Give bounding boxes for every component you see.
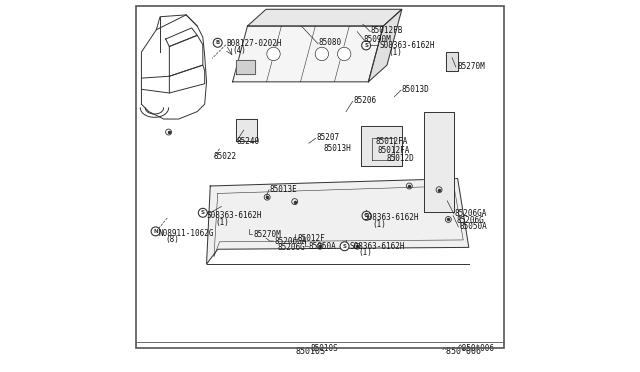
Polygon shape <box>248 9 402 26</box>
Text: 85207: 85207 <box>316 133 339 142</box>
Text: N08911-1062G: N08911-1062G <box>158 229 214 238</box>
Polygon shape <box>361 126 402 166</box>
Text: ^850*006: ^850*006 <box>442 347 481 356</box>
Text: S: S <box>365 213 369 218</box>
Text: 85090M: 85090M <box>364 35 392 44</box>
Text: 85270M: 85270M <box>253 230 281 239</box>
Text: (1): (1) <box>388 48 402 57</box>
Circle shape <box>267 47 280 61</box>
Text: 85012FA: 85012FA <box>376 137 408 146</box>
Text: 85012D: 85012D <box>387 154 415 163</box>
Text: 85013H: 85013H <box>324 144 351 153</box>
Text: 85050A: 85050A <box>309 242 337 251</box>
Text: (1): (1) <box>215 218 229 227</box>
Text: S08363-6162H: S08363-6162H <box>380 41 435 50</box>
Polygon shape <box>236 60 255 74</box>
Text: (1): (1) <box>372 220 386 229</box>
Polygon shape <box>447 52 458 71</box>
Circle shape <box>340 242 349 251</box>
Text: ^850*006: ^850*006 <box>458 344 495 353</box>
Text: S: S <box>201 210 205 215</box>
Polygon shape <box>424 112 454 212</box>
Circle shape <box>362 211 371 220</box>
Text: 85050A: 85050A <box>460 222 487 231</box>
Text: (8): (8) <box>165 235 179 244</box>
Text: S08363-6162H: S08363-6162H <box>349 242 405 251</box>
Text: 85206G: 85206G <box>457 216 484 225</box>
Text: S08363-6162H: S08363-6162H <box>207 211 262 220</box>
Polygon shape <box>236 119 257 141</box>
Text: S08363-6162H: S08363-6162H <box>364 213 419 222</box>
Text: 85012FB: 85012FB <box>370 26 403 35</box>
Text: 85012FA: 85012FA <box>378 146 410 155</box>
Text: S: S <box>364 43 368 48</box>
Text: 85270M: 85270M <box>458 62 485 71</box>
Text: B: B <box>216 40 220 45</box>
Polygon shape <box>369 9 402 82</box>
Circle shape <box>151 227 160 236</box>
Circle shape <box>337 47 351 61</box>
Circle shape <box>362 41 371 50</box>
Circle shape <box>315 47 328 61</box>
Text: 85010S: 85010S <box>296 347 326 356</box>
Text: 85022: 85022 <box>214 152 237 161</box>
Circle shape <box>213 38 222 47</box>
Text: (1): (1) <box>358 248 372 257</box>
Text: 85206: 85206 <box>353 96 376 105</box>
Text: 85206G: 85206G <box>277 243 305 252</box>
Text: 85240: 85240 <box>236 137 259 146</box>
Text: S: S <box>342 244 346 249</box>
Text: 85206GA: 85206GA <box>454 209 487 218</box>
Polygon shape <box>232 26 383 82</box>
Text: 85206GA: 85206GA <box>275 237 307 246</box>
Text: 85013E: 85013E <box>270 185 298 194</box>
Text: N: N <box>153 229 158 234</box>
Text: (4): (4) <box>232 46 246 55</box>
Text: 85013D: 85013D <box>402 85 429 94</box>
Text: B08127-0202H: B08127-0202H <box>227 39 282 48</box>
Polygon shape <box>207 179 468 264</box>
Text: 85012F: 85012F <box>298 234 325 243</box>
Circle shape <box>198 208 207 217</box>
Text: 85010S: 85010S <box>310 344 339 353</box>
Text: 85080: 85080 <box>318 38 341 47</box>
